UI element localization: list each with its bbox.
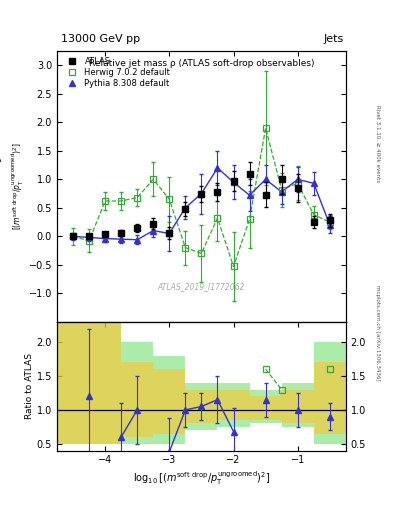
Pythia 8.308 default: [119, 236, 123, 242]
Text: Jets: Jets: [323, 33, 344, 44]
ATLAS: [119, 230, 123, 236]
Pythia 8.308 default: [167, 230, 172, 237]
ATLAS: [215, 189, 220, 195]
ATLAS: [296, 185, 300, 191]
Pythia 8.308 default: [87, 234, 92, 241]
Pythia 8.308 default: [71, 233, 75, 240]
Herwig 7.0.2 default: [119, 198, 123, 204]
Pythia 8.308 default: [279, 189, 284, 195]
Bar: [282, 383, 314, 427]
Herwig 7.0.2 default: [247, 216, 252, 222]
Herwig 7.0.2 default: [263, 125, 268, 131]
X-axis label: $\log_{10}[(m^{\rm soft\ drop}/p_{\rm T}^{\rm ungroomed})^2]$: $\log_{10}[(m^{\rm soft\ drop}/p_{\rm T}…: [133, 470, 270, 487]
Line: ATLAS: ATLAS: [70, 171, 332, 239]
Line: Herwig 7.0.2 default: Herwig 7.0.2 default: [70, 125, 332, 269]
Herwig 7.0.2 default: [215, 215, 220, 221]
ATLAS: [327, 217, 332, 223]
Pythia 8.308 default: [183, 205, 188, 211]
Y-axis label: $(1/\sigma_{\rm resum})\ \mathrm{d}\sigma/\mathrm{d}\log_{10}$
$[(m^{\rm soft\ d: $(1/\sigma_{\rm resum})\ \mathrm{d}\sigm…: [0, 142, 26, 230]
Pythia 8.308 default: [247, 192, 252, 198]
ATLAS: [199, 190, 204, 197]
Bar: [217, 383, 250, 427]
Line: Pythia 8.308 default: Pythia 8.308 default: [70, 165, 332, 243]
Bar: [153, 369, 185, 434]
Pythia 8.308 default: [231, 179, 236, 185]
ATLAS: [311, 219, 316, 225]
Bar: [57, 322, 121, 444]
Herwig 7.0.2 default: [311, 211, 316, 218]
Bar: [250, 396, 282, 420]
ATLAS: [263, 191, 268, 198]
Pythia 8.308 default: [327, 222, 332, 228]
ATLAS: [103, 231, 108, 237]
Pythia 8.308 default: [103, 236, 108, 242]
Pythia 8.308 default: [199, 190, 204, 197]
Herwig 7.0.2 default: [71, 233, 75, 240]
Text: 13000 GeV pp: 13000 GeV pp: [61, 33, 140, 44]
Bar: [185, 390, 217, 423]
Bar: [314, 362, 346, 434]
Bar: [250, 390, 282, 423]
Herwig 7.0.2 default: [279, 186, 284, 193]
Bar: [153, 356, 185, 444]
Pythia 8.308 default: [296, 176, 300, 182]
Herwig 7.0.2 default: [199, 250, 204, 257]
Bar: [121, 362, 153, 437]
ATLAS: [87, 233, 92, 240]
Bar: [121, 342, 153, 444]
Herwig 7.0.2 default: [231, 263, 236, 269]
Text: ATLAS_2019_I1772062: ATLAS_2019_I1772062: [158, 282, 245, 291]
Y-axis label: Ratio to ATLAS: Ratio to ATLAS: [25, 353, 34, 419]
Pythia 8.308 default: [135, 237, 140, 243]
ATLAS: [151, 221, 156, 227]
Text: mcplots.cern.ch [arXiv:1306.3436]: mcplots.cern.ch [arXiv:1306.3436]: [375, 285, 380, 380]
Herwig 7.0.2 default: [151, 176, 156, 182]
Bar: [185, 383, 217, 430]
Herwig 7.0.2 default: [103, 198, 108, 204]
Bar: [57, 322, 121, 444]
ATLAS: [167, 230, 172, 236]
Herwig 7.0.2 default: [183, 245, 188, 251]
Pythia 8.308 default: [151, 227, 156, 233]
ATLAS: [247, 170, 252, 177]
Herwig 7.0.2 default: [327, 219, 332, 225]
Text: Relative jet mass ρ (ATLAS soft-drop observables): Relative jet mass ρ (ATLAS soft-drop obs…: [89, 59, 314, 68]
Legend: ATLAS, Herwig 7.0.2 default, Pythia 8.308 default: ATLAS, Herwig 7.0.2 default, Pythia 8.30…: [61, 55, 172, 90]
Herwig 7.0.2 default: [167, 196, 172, 202]
Herwig 7.0.2 default: [135, 195, 140, 201]
ATLAS: [135, 225, 140, 231]
Text: Rivet 3.1.10, ≥ 400k events: Rivet 3.1.10, ≥ 400k events: [375, 105, 380, 182]
Bar: [282, 390, 314, 423]
ATLAS: [231, 178, 236, 184]
ATLAS: [71, 233, 75, 240]
Bar: [314, 342, 346, 444]
Bar: [217, 390, 250, 420]
Pythia 8.308 default: [263, 176, 268, 182]
ATLAS: [183, 206, 188, 212]
Pythia 8.308 default: [215, 165, 220, 171]
Pythia 8.308 default: [311, 180, 316, 186]
ATLAS: [279, 176, 284, 182]
Herwig 7.0.2 default: [87, 238, 92, 244]
Herwig 7.0.2 default: [296, 180, 300, 186]
